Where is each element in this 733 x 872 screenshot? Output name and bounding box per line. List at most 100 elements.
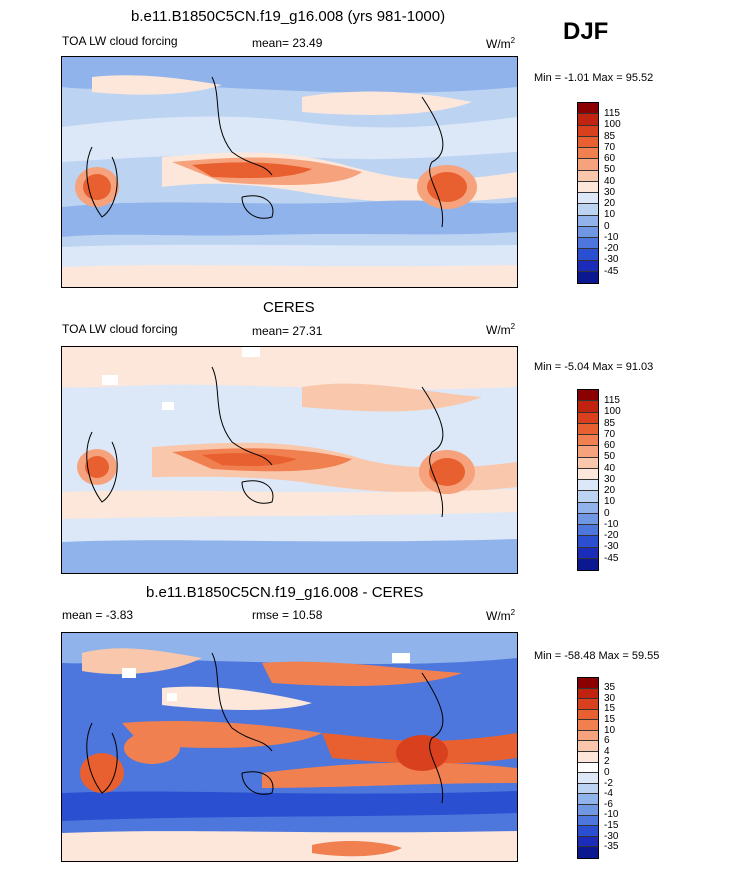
panel-1-colorbar-segment <box>578 271 598 283</box>
panel-3-colorbar-segment <box>578 709 598 721</box>
colorbar-tick: 10 <box>604 209 616 220</box>
panel-2-title: CERES <box>263 299 315 316</box>
colorbar-tick: -35 <box>604 841 619 852</box>
colorbar-tick: 40 <box>604 463 616 474</box>
panel-2-left-label: TOA LW cloud forcing <box>62 322 178 336</box>
colorbar-tick: 6 <box>604 735 610 746</box>
panel-1-minmax: Min = -1.01 Max = 95.52 <box>534 72 654 84</box>
colorbar-tick: 15 <box>604 714 616 725</box>
colorbar-tick: -45 <box>604 266 619 277</box>
panel-3-colorbar <box>577 677 599 859</box>
panel-1-title: b.e11.B1850C5CN.f19_g16.008 (yrs 981-100… <box>131 8 446 25</box>
colorbar-tick: 10 <box>604 725 616 736</box>
colorbar-tick: 10 <box>604 496 616 507</box>
panel-1-colorbar-segment <box>578 249 598 261</box>
panel-1-colorbar-segment <box>578 226 598 238</box>
panel-1-colorbar-segment <box>578 125 598 137</box>
panel-1-mean: mean= 23.49 <box>252 36 323 50</box>
colorbar-tick: -6 <box>604 799 613 810</box>
season-label: DJF <box>563 18 609 45</box>
panel-2-colorbar-segment <box>578 513 598 525</box>
panel-2-colorbar-segment <box>578 468 598 480</box>
panel-3-colorbar-segment <box>578 752 598 763</box>
colorbar-tick: -45 <box>604 553 619 564</box>
panel-1-colorbar-segment <box>578 103 598 115</box>
colorbar-tick: -15 <box>604 820 619 831</box>
colorbar-tick: -30 <box>604 831 619 842</box>
panel-2-colorbar-segment <box>578 558 598 570</box>
panel-2-colorbar-segment <box>578 480 598 492</box>
colorbar-tick: 85 <box>604 131 616 142</box>
colorbar-tick: 60 <box>604 440 616 451</box>
panel-3-rmse: rmse = 10.58 <box>252 608 323 622</box>
colorbar-tick: 100 <box>604 119 621 130</box>
panel-2-colorbar-segment <box>578 536 598 548</box>
panel-1-colorbar-segment <box>578 215 598 227</box>
panel-3-colorbar-segment <box>578 699 598 710</box>
colorbar-tick: 100 <box>604 406 621 417</box>
colorbar-tick: 2 <box>604 756 610 767</box>
panel-1-colorbar-segment <box>578 136 598 148</box>
colorbar-tick: -30 <box>604 254 619 265</box>
panel-2-minmax: Min = -5.04 Max = 91.03 <box>534 361 654 373</box>
colorbar-tick: 30 <box>604 187 616 198</box>
panel-3-colorbar-segment <box>578 804 598 816</box>
panel-2-colorbar-segment <box>578 547 598 559</box>
colorbar-tick: 115 <box>604 108 620 119</box>
panel-1-colorbar-segment <box>578 238 598 250</box>
colorbar-tick: 4 <box>604 746 610 757</box>
colorbar-tick: 20 <box>604 198 616 209</box>
colorbar-tick: 0 <box>604 767 610 778</box>
panel-1-colorbar-segment <box>578 193 598 205</box>
panel-2-mean: mean= 27.31 <box>252 324 323 338</box>
colorbar-tick: 0 <box>604 508 610 519</box>
panel-3-colorbar-segment <box>578 815 598 827</box>
colorbar-tick: 85 <box>604 418 616 429</box>
colorbar-tick: -30 <box>604 541 619 552</box>
panel-2-colorbar-segment <box>578 525 598 537</box>
panel-3-colorbar-segment <box>578 762 598 774</box>
panel-1-map <box>61 56 518 288</box>
panel-3-colorbar-segment <box>578 794 598 805</box>
panel-3-colorbar-segment <box>578 730 598 742</box>
panel-3-colorbar-segment <box>578 741 598 753</box>
panel-3-colorbar-segment <box>578 847 598 858</box>
panel-1-colorbar-segment <box>578 159 598 171</box>
colorbar-tick: -20 <box>604 243 619 254</box>
panel-1-units: W/m2 <box>486 36 516 51</box>
panel-1-left-label: TOA LW cloud forcing <box>62 34 178 48</box>
panel-3-colorbar-segment <box>578 720 598 731</box>
colorbar-tick: 35 <box>604 682 616 693</box>
panel-3-title: b.e11.B1850C5CN.f19_g16.008 - CERES <box>146 584 424 601</box>
panel-3-colorbar-segment <box>578 688 598 700</box>
panel-2-colorbar-segment <box>578 446 598 458</box>
colorbar-tick: 0 <box>604 221 610 232</box>
colorbar-tick: -2 <box>604 778 613 789</box>
colorbar-tick: 40 <box>604 176 616 187</box>
colorbar-tick: 70 <box>604 142 616 153</box>
panel-3-map <box>61 632 518 862</box>
panel-2-colorbar-segment <box>578 412 598 424</box>
colorbar-tick: 50 <box>604 164 616 175</box>
panel-1-colorbar-segment <box>578 114 598 126</box>
colorbar-tick: 30 <box>604 474 616 485</box>
panel-3-colorbar-segment <box>578 678 598 689</box>
panel-3-colorbar-segment <box>578 773 598 784</box>
panel-2-colorbar <box>577 389 599 571</box>
panel-2-colorbar-segment <box>578 457 598 469</box>
panel-1-colorbar-segment <box>578 170 598 182</box>
panel-2-colorbar-segment <box>578 502 598 514</box>
panel-1-colorbar-segment <box>578 204 598 216</box>
colorbar-tick: 20 <box>604 485 616 496</box>
colorbar-tick: -10 <box>604 809 619 820</box>
panel-3-colorbar-segment <box>578 826 598 837</box>
colorbar-tick: -20 <box>604 530 619 541</box>
colorbar-tick: -10 <box>604 232 619 243</box>
panel-2-colorbar-segment <box>578 423 598 435</box>
panel-1-colorbar-segment <box>578 181 598 193</box>
colorbar-tick: 15 <box>604 703 616 714</box>
colorbar-tick: 115 <box>604 395 620 406</box>
panel-3-mean: mean = -3.83 <box>62 608 134 622</box>
colorbar-tick: 50 <box>604 451 616 462</box>
colorbar-tick: 30 <box>604 693 616 704</box>
